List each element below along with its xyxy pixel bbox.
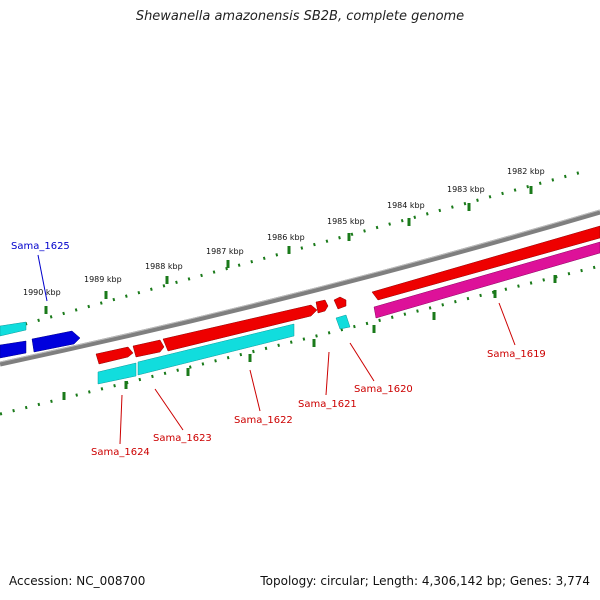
gene-sama-1622-feature: [162, 304, 318, 352]
accession-text: Accession: NC_008700: [9, 574, 146, 588]
gene-sama-1620-feature: [333, 296, 347, 310]
gene-labels: Sama_1625 Sama_1624 Sama_1623 Sama_1622 …: [11, 241, 546, 458]
genome-backbone: [0, 209, 600, 367]
major-ticks-inner: [62, 275, 557, 400]
gene-sama-1619-rev-feature: [373, 241, 600, 319]
gene-label-sama-1621: Sama_1621: [298, 399, 357, 410]
forward-rna-feature: [31, 330, 81, 353]
gene-sama-1624-feature: [95, 346, 134, 365]
reverse-strand-features: [0, 241, 600, 385]
gene-sama-1619-feature: [371, 225, 600, 301]
kbp-label-1987: 1987 kbp: [206, 247, 244, 256]
gene-sama-1623-rev-feature: [137, 323, 295, 376]
inner-tick-ring: [0, 264, 600, 416]
gene-sama-1621-feature: [315, 299, 329, 314]
gene-label-sama-1622: Sama_1622: [234, 415, 293, 426]
gene-label-sama-1625: Sama_1625: [11, 241, 70, 252]
gene-label-sama-1623: Sama_1623: [153, 433, 212, 444]
kbp-labels: 1982 kbp 1983 kbp 1984 kbp 1985 kbp 1986…: [23, 167, 545, 297]
gene-label-sama-1619: Sama_1619: [487, 349, 546, 360]
kbp-label-1983: 1983 kbp: [447, 185, 485, 194]
gene-sama-1623-feature: [132, 339, 165, 358]
gene-label-sama-1620: Sama_1620: [354, 384, 413, 395]
kbp-label-1988: 1988 kbp: [145, 262, 183, 271]
gene-sama-1624-rev-feature: [97, 362, 137, 385]
forward-rna-feature: [0, 340, 27, 359]
kbp-label-1986: 1986 kbp: [267, 233, 305, 242]
kbp-label-1989: 1989 kbp: [84, 275, 122, 284]
gene-leader-lines: [37, 254, 516, 445]
reverse-feature: [0, 321, 27, 337]
kbp-label-1984: 1984 kbp: [387, 201, 425, 210]
genome-backbone-highlight: [0, 209, 600, 363]
major-ticks-outer: [44, 186, 533, 314]
kbp-label-1990: 1990 kbp: [23, 288, 61, 297]
forward-strand-features: [0, 225, 600, 365]
gene-label-sama-1624: Sama_1624: [91, 447, 150, 458]
kbp-label-1985: 1985 kbp: [327, 217, 365, 226]
kbp-label-1982: 1982 kbp: [507, 167, 545, 176]
gene-sama-1620-rev-feature: [335, 314, 351, 330]
map-title: Shewanella amazonensis SB2B, complete ge…: [135, 9, 465, 24]
outer-tick-ring: [0, 170, 583, 333]
genome-summary-text: Topology: circular; Length: 4,306,142 bp…: [260, 574, 590, 588]
